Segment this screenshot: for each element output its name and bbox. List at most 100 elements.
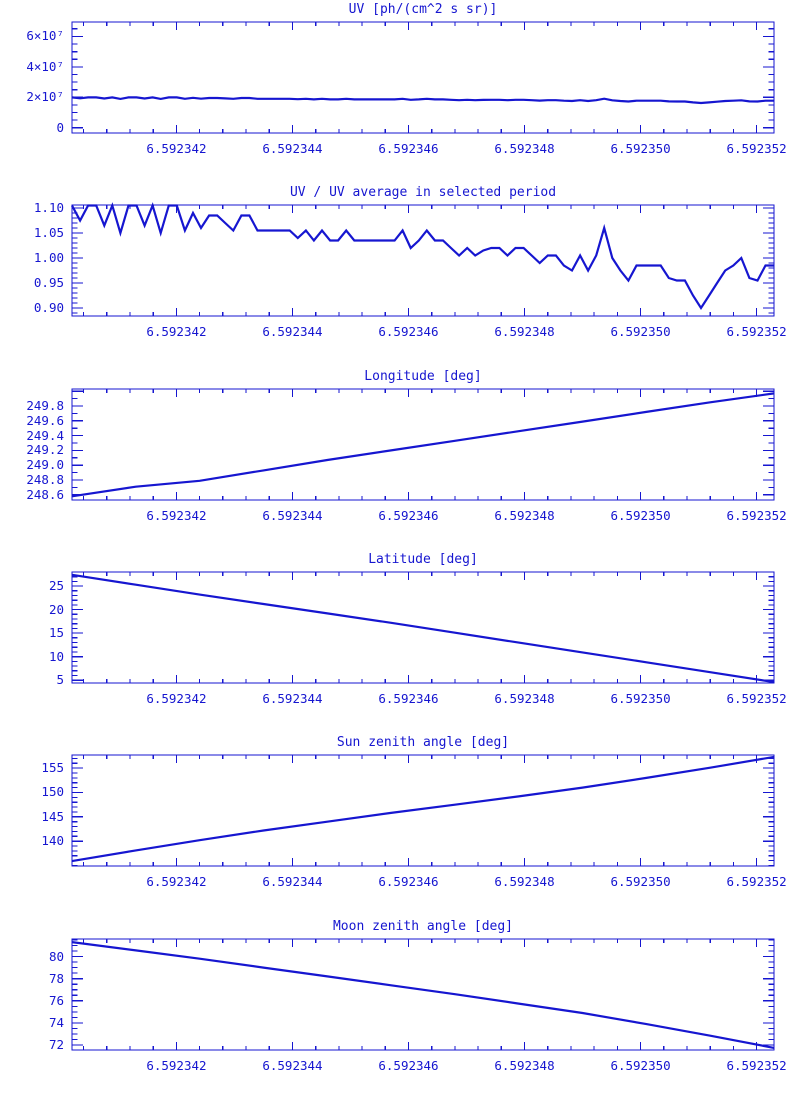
plot-frame xyxy=(71,571,775,684)
y-tick-label: 25 xyxy=(48,578,64,594)
x-tick-label: 6.592342 xyxy=(146,508,207,523)
x-tick-label: 6.592342 xyxy=(146,1058,207,1073)
y-tick-label: 1.10 xyxy=(33,200,64,215)
y-tick-label: 140 xyxy=(41,833,64,849)
chart-canvas-4 xyxy=(71,571,775,684)
y-tick-label: 4×10⁷ xyxy=(26,58,64,74)
x-tick-label: 6.592344 xyxy=(262,508,323,523)
y-tick-label: 0 xyxy=(56,119,64,135)
chart-panel-3: 6.592342 6.592344 6.592346 6.592348 6.592350… xyxy=(0,367,800,551)
x-tick-label: 6.592348 xyxy=(494,508,555,523)
axes-frame xyxy=(71,388,775,501)
x-tick-label: 6.592352 xyxy=(726,874,787,889)
chart-panel-6: 6.592342 6.592344 6.592346 6.592348 6.592350… xyxy=(0,917,800,1101)
x-tick-label: 6.592344 xyxy=(262,1058,323,1073)
chart-canvas-2 xyxy=(71,202,775,317)
y-tick-label: 155 xyxy=(41,760,64,776)
x-tick-label: 6.592346 xyxy=(378,324,439,339)
x-tick-label: 6.592346 xyxy=(378,874,439,889)
y-tick-label: 74 xyxy=(48,1014,64,1030)
data-line-sun-zenith-angle xyxy=(71,755,775,863)
x-tick-label: 6.592346 xyxy=(378,508,439,523)
chart-canvas-3 xyxy=(71,388,775,501)
y-tick-label: 72 xyxy=(48,1037,64,1053)
axes-frame xyxy=(71,204,775,317)
chart-title: Latitude [deg] xyxy=(368,552,478,567)
y-tick-label: 0.95 xyxy=(33,275,64,290)
data-line-uv-radiance xyxy=(71,96,774,105)
x-tick-label: 6.592348 xyxy=(494,874,555,889)
x-tick-label: 6.592348 xyxy=(494,141,555,156)
x-tick-label: 6.592350 xyxy=(610,874,671,889)
x-tick-label: 6.592344 xyxy=(262,324,323,339)
data-line-moon-zenith-angle xyxy=(71,941,775,1049)
y-tick-label: 248.8 xyxy=(26,472,64,488)
y-tick-label: 6×10⁷ xyxy=(26,28,64,44)
x-tick-label: 6.592346 xyxy=(378,691,439,706)
x-tick-label: 6.592352 xyxy=(726,324,787,339)
y-tick-label: 249.2 xyxy=(26,442,64,458)
chart-title: Longitude [deg] xyxy=(364,369,482,384)
chart-canvas-5 xyxy=(71,754,775,867)
chart-title: Moon zenith angle [deg] xyxy=(332,919,513,934)
axes-frame xyxy=(71,21,775,134)
chart-panel-4: 6.592342 6.592344 6.592346 6.592348 6.592350… xyxy=(0,550,800,734)
chart-panel-2: 6.592342 6.592344 6.592346 6.592348 6.592350… xyxy=(0,183,800,367)
y-tick-label: 248.6 xyxy=(26,486,64,502)
y-tick-label: 20 xyxy=(48,601,64,617)
x-tick-label: 6.592342 xyxy=(146,874,207,889)
x-tick-label: 6.592348 xyxy=(494,1058,555,1073)
axes-frame xyxy=(71,938,775,1051)
y-tick-label: 76 xyxy=(48,992,64,1008)
x-tick-label: 6.592352 xyxy=(726,1058,787,1073)
plot-frame xyxy=(71,938,775,1051)
x-tick-label: 6.592346 xyxy=(378,1058,439,1073)
y-tick-label: 78 xyxy=(48,970,64,986)
plot-frame xyxy=(71,21,775,134)
y-tick-label: 150 xyxy=(41,784,64,800)
data-line-uv-ratio xyxy=(71,202,774,311)
plot-frame xyxy=(71,388,775,501)
y-tick-label: 0.90 xyxy=(33,300,64,315)
x-tick-label: 6.592344 xyxy=(262,691,323,706)
axes-frame xyxy=(71,754,775,867)
y-tick-label: 249.4 xyxy=(26,427,64,443)
x-tick-label: 6.592350 xyxy=(610,691,671,706)
chart-canvas-1 xyxy=(71,21,775,134)
x-tick-label: 6.592352 xyxy=(726,691,787,706)
x-tick-label: 6.592348 xyxy=(494,324,555,339)
x-tick-label: 6.592350 xyxy=(610,508,671,523)
y-tick-label: 1.05 xyxy=(33,225,64,240)
x-tick-label: 6.592344 xyxy=(262,141,323,156)
y-tick-label: 80 xyxy=(48,948,64,964)
x-tick-label: 6.592342 xyxy=(146,141,207,156)
axes-frame xyxy=(71,571,775,684)
data-line-longitude xyxy=(71,392,775,498)
x-tick-label: 6.592346 xyxy=(378,141,439,156)
y-tick-label: 1.00 xyxy=(33,250,64,265)
x-tick-label: 6.592348 xyxy=(494,691,555,706)
plot-frame xyxy=(71,204,775,317)
y-tick-label: 10 xyxy=(48,648,64,664)
y-tick-label: 15 xyxy=(48,625,64,641)
chart-canvas-6 xyxy=(71,938,775,1051)
chart-title: UV [ph/(cm^2 s sr)] xyxy=(348,2,498,17)
y-tick-label: 249.8 xyxy=(26,398,64,414)
y-tick-label: 249.6 xyxy=(26,412,64,428)
x-tick-label: 6.592350 xyxy=(610,1058,671,1073)
x-tick-label: 6.592344 xyxy=(262,874,323,889)
x-tick-label: 6.592350 xyxy=(610,141,671,156)
chart-panel-5: 6.592342 6.592344 6.592346 6.592348 6.592350… xyxy=(0,733,800,917)
x-tick-label: 6.592342 xyxy=(146,691,207,706)
y-tick-label: 249.0 xyxy=(26,457,64,473)
plot-frame xyxy=(71,754,775,867)
chart-title: Sun zenith angle [deg] xyxy=(336,735,510,750)
x-tick-label: 6.592342 xyxy=(146,324,207,339)
x-tick-label: 6.592352 xyxy=(726,141,787,156)
y-tick-label: 5 xyxy=(56,672,64,688)
chart-panel-1: 6.592342 6.592344 6.592346 6.592348 6.592350… xyxy=(0,0,800,184)
x-tick-label: 6.592352 xyxy=(726,508,787,523)
y-tick-label: 145 xyxy=(41,808,64,824)
data-line-latitude xyxy=(71,573,775,684)
